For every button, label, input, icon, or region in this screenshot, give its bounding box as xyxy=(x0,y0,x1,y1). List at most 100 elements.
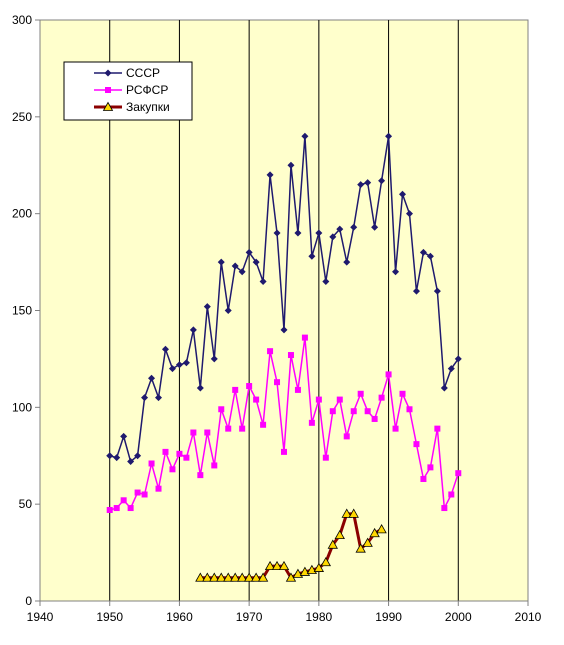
data-point-rsfsr xyxy=(281,448,287,455)
data-point-procurement xyxy=(278,560,290,571)
data-point-ussr xyxy=(454,355,462,363)
data-point-rsfsr xyxy=(427,464,434,471)
legend-label: РСФСР xyxy=(126,83,168,97)
data-point-procurement xyxy=(362,537,373,547)
data-point-procurement xyxy=(257,572,269,582)
data-point-ussr xyxy=(329,233,337,241)
data-point-procurement xyxy=(209,572,220,582)
data-point-rsfsr xyxy=(392,425,399,432)
y-tick-label: 150 xyxy=(12,304,32,318)
data-point-rsfsr xyxy=(169,466,176,473)
legend-swatch-marker xyxy=(102,101,114,111)
x-tick-label: 1990 xyxy=(375,610,402,624)
y-tick-label: 200 xyxy=(12,207,32,221)
data-point-ussr xyxy=(308,252,316,260)
data-point-rsfsr xyxy=(134,489,141,496)
data-point-rsfsr xyxy=(225,425,232,432)
legend-item-procurement: Закупки xyxy=(94,100,170,114)
data-point-ussr xyxy=(364,179,372,187)
data-point-ussr xyxy=(245,248,253,256)
data-point-ussr xyxy=(127,458,135,466)
data-point-procurement xyxy=(264,560,276,571)
data-point-rsfsr xyxy=(204,429,211,436)
data-point-ussr xyxy=(224,307,232,314)
data-point-rsfsr xyxy=(455,470,462,477)
data-point-rsfsr xyxy=(434,425,441,432)
data-point-ussr xyxy=(203,303,211,311)
x-tick-label: 1950 xyxy=(96,610,123,624)
data-point-ussr xyxy=(273,229,281,237)
legend-swatch-marker xyxy=(105,87,111,93)
data-point-rsfsr xyxy=(406,406,413,413)
data-point-rsfsr xyxy=(357,390,364,397)
data-point-ussr xyxy=(412,287,420,295)
data-point-procurement xyxy=(327,539,338,549)
data-point-rsfsr xyxy=(162,448,169,455)
data-point-ussr xyxy=(419,248,427,256)
data-point-ussr xyxy=(280,326,288,334)
data-point-ussr xyxy=(134,452,142,460)
data-point-rsfsr xyxy=(287,352,294,359)
data-point-rsfsr xyxy=(301,334,308,341)
data-point-rsfsr xyxy=(127,505,134,512)
data-point-rsfsr xyxy=(113,505,120,512)
y-tick-label: 0 xyxy=(25,594,32,608)
data-point-procurement xyxy=(202,572,213,582)
data-point-ussr xyxy=(378,177,386,185)
data-point-ussr xyxy=(357,181,365,189)
data-point-rsfsr xyxy=(183,454,190,461)
data-point-rsfsr xyxy=(329,408,336,415)
data-point-ussr xyxy=(399,190,407,198)
data-point-rsfsr xyxy=(176,450,183,457)
data-point-rsfsr xyxy=(197,472,204,479)
data-point-rsfsr xyxy=(385,371,392,378)
data-point-procurement xyxy=(195,572,206,582)
legend-label: Закупки xyxy=(126,100,170,114)
legend-item-ussr: СССР xyxy=(94,66,160,80)
data-point-procurement xyxy=(320,556,332,567)
data-point-rsfsr xyxy=(343,433,350,440)
data-point-rsfsr xyxy=(364,408,371,415)
data-point-ussr xyxy=(175,361,183,369)
data-point-procurement xyxy=(223,572,234,582)
data-point-procurement xyxy=(355,543,366,553)
data-point-rsfsr xyxy=(120,497,127,504)
x-tick-label: 1980 xyxy=(306,610,333,624)
x-tick-label: 1940 xyxy=(27,610,54,624)
data-point-rsfsr xyxy=(232,386,239,393)
data-point-procurement xyxy=(348,508,359,518)
data-point-ussr xyxy=(343,258,351,266)
data-point-ussr xyxy=(371,223,379,231)
legend-swatch-marker xyxy=(104,69,112,77)
data-point-rsfsr xyxy=(274,379,281,386)
data-point-ussr xyxy=(405,210,413,218)
data-point-rsfsr xyxy=(378,394,385,401)
data-point-ussr xyxy=(168,365,176,373)
data-point-rsfsr xyxy=(399,390,406,397)
data-point-ussr xyxy=(259,277,267,285)
data-point-rsfsr xyxy=(322,454,329,461)
data-point-procurement xyxy=(313,562,325,572)
data-point-ussr xyxy=(231,262,239,270)
data-point-procurement xyxy=(236,572,248,582)
data-point-ussr xyxy=(315,229,323,237)
data-point-ussr xyxy=(294,229,302,237)
data-point-procurement xyxy=(341,508,352,518)
data-point-procurement xyxy=(376,524,387,534)
data-point-rsfsr xyxy=(448,491,455,498)
data-point-ussr xyxy=(161,345,169,353)
data-point-rsfsr xyxy=(336,396,343,403)
data-point-procurement xyxy=(334,529,345,540)
legend: СССР РСФСР Закупки xyxy=(63,61,193,121)
data-point-ussr xyxy=(217,258,225,266)
data-point-ussr xyxy=(301,132,309,140)
data-point-ussr xyxy=(155,394,163,402)
data-point-ussr xyxy=(426,252,434,260)
data-point-rsfsr xyxy=(148,460,155,467)
data-point-ussr xyxy=(447,365,455,373)
data-point-rsfsr xyxy=(190,429,197,436)
data-point-ussr xyxy=(106,452,114,460)
legend-box xyxy=(63,61,193,121)
